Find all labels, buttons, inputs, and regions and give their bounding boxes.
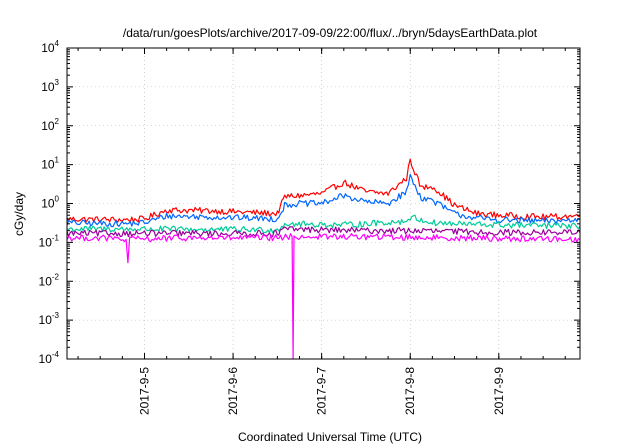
x-tick-label: 2017-9-9 [492,367,506,415]
y-tick-label: 103 [41,78,59,94]
x-tick-label: 2017-9-8 [403,367,417,415]
series-line-4 [66,226,581,238]
y-tick-label: 102 [41,117,59,133]
y-tick-label: 10-4 [39,350,60,366]
y-tick-label: 10-1 [39,233,60,249]
chart-title: /data/run/goesPlots/archive/2017-09-09/2… [123,26,538,40]
series-line-2 [66,173,581,228]
y-tick-label: 104 [41,39,59,55]
x-tick-labels: 2017-9-5 2017-9-6 2017-9-7 2017-9-8 2017-9-9 [138,367,506,415]
y-tick-label: 10-2 [39,272,60,288]
x-tick-label: 2017-9-5 [138,367,152,415]
y-tick-label: 100 [41,195,59,211]
y-tick-label: 101 [41,156,59,172]
x-tick-label: 2017-9-7 [315,367,329,415]
x-axis-label: Coordinated Universal Time (UTC) [238,430,422,444]
series-layer [66,158,581,360]
y-tick-labels: 104 103 102 101 100 10-1 10-2 10-3 10-4 [39,39,60,366]
x-tick-label: 2017-9-6 [226,367,240,415]
series-line-5 [66,233,581,360]
y-axis-label: cGy/day [12,192,26,236]
series-line-1 [66,158,581,223]
tick-layer [67,47,580,360]
y-tick-label: 10-3 [39,311,60,327]
